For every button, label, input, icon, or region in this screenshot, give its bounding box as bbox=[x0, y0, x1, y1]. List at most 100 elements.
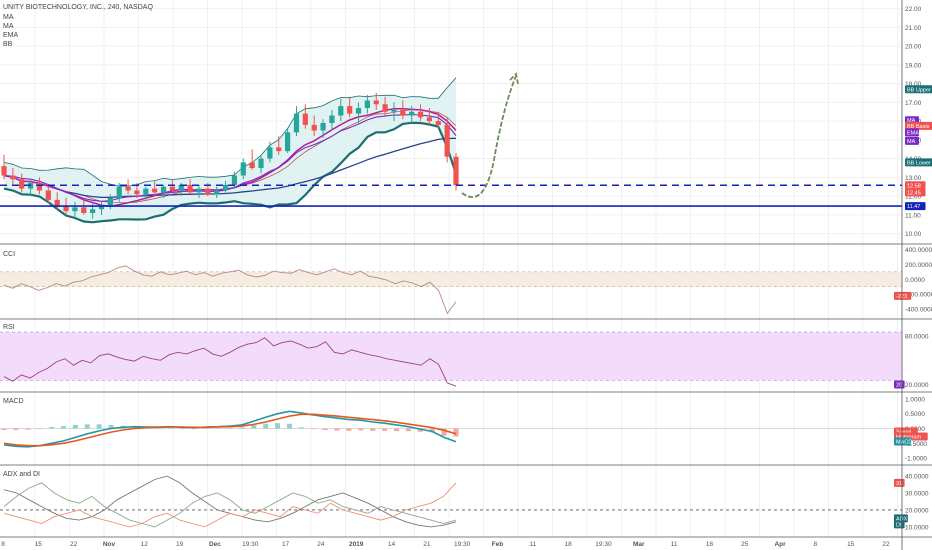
time-tick-label: 12 bbox=[141, 541, 149, 548]
price-tick-label: 17.00 bbox=[905, 100, 922, 107]
candle bbox=[400, 100, 406, 120]
grid bbox=[0, 0, 902, 537]
candle bbox=[338, 98, 344, 122]
time-tick-label: Apr bbox=[774, 541, 786, 548]
histogram-bar bbox=[275, 423, 281, 429]
candle bbox=[320, 119, 326, 138]
histogram-bar bbox=[263, 423, 269, 429]
svg-text:MA: MA bbox=[907, 118, 916, 124]
histogram-bar bbox=[49, 427, 55, 429]
candle bbox=[214, 186, 220, 198]
rsi-value-badge: 20 bbox=[894, 380, 905, 389]
time-tick-label: 15 bbox=[35, 541, 43, 548]
svg-text:Histogram: Histogram bbox=[896, 434, 921, 440]
price-label-badge: BB Basis bbox=[905, 121, 932, 130]
time-tick-label: 22 bbox=[882, 541, 890, 548]
indicator-band bbox=[0, 271, 902, 287]
candle bbox=[160, 184, 167, 198]
candle bbox=[125, 179, 131, 195]
adx-tick-label: 30.0000 bbox=[905, 491, 929, 498]
price-tick-label: 20.00 bbox=[905, 44, 922, 51]
candle bbox=[355, 102, 362, 123]
histogram-bar bbox=[191, 428, 197, 430]
candle bbox=[444, 117, 450, 163]
candle bbox=[249, 149, 255, 170]
svg-text:20: 20 bbox=[896, 383, 902, 389]
time-tick-label: 18 bbox=[706, 541, 714, 548]
adx-tick-label: 10.0000 bbox=[905, 524, 929, 531]
price-tick-label: 19.00 bbox=[905, 62, 922, 69]
candle bbox=[196, 184, 202, 198]
histogram-bar bbox=[286, 423, 292, 429]
candle bbox=[45, 184, 51, 204]
svg-text:12.45: 12.45 bbox=[907, 190, 921, 196]
histogram-bar bbox=[417, 428, 423, 432]
cci-value-badge: -223 bbox=[894, 291, 912, 300]
time-tick-label: 8 bbox=[1, 541, 5, 548]
macd-tick-label: -0.5000 bbox=[905, 441, 927, 448]
histogram-bar bbox=[322, 428, 328, 430]
cci-tick-label: -200.0000 bbox=[905, 292, 932, 299]
svg-text:DI: DI bbox=[896, 522, 902, 528]
time-tick-label: 18 bbox=[565, 541, 573, 548]
histogram-bar bbox=[96, 424, 102, 429]
histogram-bar bbox=[346, 428, 352, 431]
candle bbox=[1, 154, 7, 180]
candle bbox=[426, 108, 433, 125]
histogram-bar bbox=[429, 428, 435, 433]
time-tick-label: 22 bbox=[70, 541, 78, 548]
histogram-bar bbox=[239, 427, 245, 429]
candle bbox=[391, 102, 397, 122]
di-minus-line bbox=[3, 482, 457, 528]
indicator-band bbox=[0, 332, 902, 381]
candle bbox=[10, 168, 16, 185]
indicator-label-bb[interactable]: BB bbox=[3, 41, 13, 48]
svg-text:Signal: Signal bbox=[896, 429, 911, 435]
candle bbox=[152, 181, 158, 197]
time-tick-label: 14 bbox=[388, 541, 396, 548]
histogram-bar bbox=[132, 426, 138, 429]
macd-tick-label: 1.0000 bbox=[905, 396, 925, 403]
histogram-bar bbox=[13, 428, 19, 430]
time-tick-label: Feb bbox=[492, 541, 504, 548]
candle bbox=[276, 136, 282, 155]
rsi-tick-label: 20.0000 bbox=[905, 382, 929, 389]
candle bbox=[347, 96, 353, 118]
candle bbox=[81, 199, 87, 215]
price-label-badge: MA bbox=[905, 136, 919, 145]
histogram-bar bbox=[298, 427, 304, 429]
time-axis[interactable]: 8 15 22 Nov 12 19 Dec 19:30 17 24 2019 14 21 19:30 Feb… bbox=[1, 541, 890, 548]
time-tick-label: 8 bbox=[814, 541, 818, 548]
indicator-label-ma-1[interactable]: MA bbox=[3, 14, 14, 21]
time-tick-label: 25 bbox=[741, 541, 749, 548]
cci-panel[interactable]: 400.0000 200.0000 0.0000 -200.0000 -400.0000… bbox=[0, 247, 932, 315]
histogram-bar bbox=[382, 428, 388, 431]
candle bbox=[329, 109, 335, 131]
histogram-bar bbox=[358, 428, 364, 431]
candle bbox=[267, 141, 273, 163]
macd-tick-label: 0.5000 bbox=[905, 411, 925, 418]
macd-panel[interactable]: 1.00000.50000.0000-0.5000-1.0000SignalHi… bbox=[0, 396, 928, 463]
indicator-label-ema[interactable]: EMA bbox=[3, 32, 19, 39]
histogram-bar bbox=[227, 427, 233, 429]
cci-line bbox=[3, 265, 457, 315]
candle bbox=[435, 111, 441, 129]
candle bbox=[364, 94, 370, 114]
macd-value-badge: MACD bbox=[894, 437, 912, 446]
symbol-title: UNITY BIOTECHNOLOGY, INC., 240, NASDAQ bbox=[3, 4, 153, 11]
histogram-bar bbox=[108, 424, 114, 429]
svg-text:BB Upper: BB Upper bbox=[907, 87, 931, 93]
histogram-bar bbox=[1, 428, 7, 430]
price-axis[interactable]: 22.0021.0020.0019.0018.0017.0016.0015.00… bbox=[905, 6, 932, 238]
price-label-badge: 12.45 bbox=[905, 188, 926, 197]
moving-average-slow-line bbox=[3, 137, 457, 199]
time-tick-label: 19:30 bbox=[242, 541, 259, 548]
svg-text:BB Basis: BB Basis bbox=[907, 124, 930, 130]
rsi-title: RSI bbox=[3, 324, 15, 331]
indicator-label-ma-2[interactable]: MA bbox=[3, 23, 14, 30]
adx-title: ADX and DI bbox=[3, 471, 40, 478]
price-panel[interactable] bbox=[0, 72, 902, 224]
